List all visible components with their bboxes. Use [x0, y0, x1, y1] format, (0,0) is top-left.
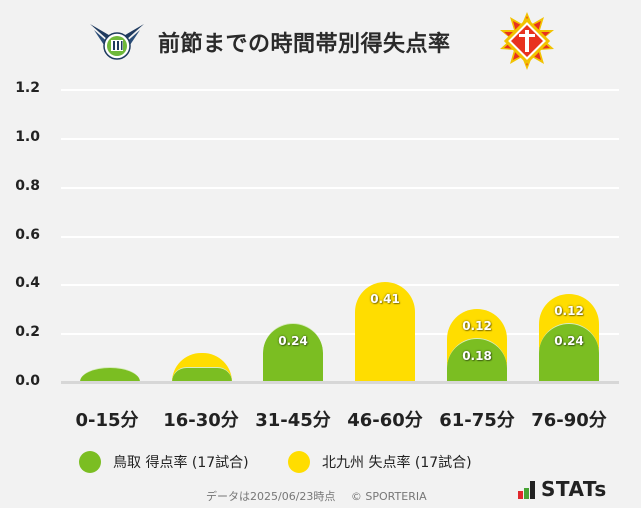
gridline [61, 333, 619, 335]
legend-label: 北九州 失点率 (17試合) [322, 455, 472, 471]
legend-item-tottori-scoring[interactable]: 鳥取 得点率 (17試合) [79, 449, 249, 475]
y-tick-label: 1.2 [15, 80, 40, 96]
chart-header: 前節までの時間帯別得失点率 [0, 12, 641, 70]
stats-brand-text: STATs [541, 477, 607, 501]
gridline [61, 236, 619, 238]
bar-tottori-scoring[interactable]: 0.18 [447, 338, 507, 382]
x-tick-label: 16-30分 [163, 410, 239, 431]
legend-green-dot-icon [79, 451, 101, 473]
legend-label: 鳥取 得点率 (17試合) [113, 455, 249, 471]
footer-note: データは2025/06/23時点 © SPORTERIA [206, 488, 427, 504]
gridline [61, 284, 619, 286]
bar-value-label: 0.12 [462, 318, 492, 333]
away-team-logo-icon [500, 12, 554, 70]
legend-yellow-dot-icon [288, 451, 310, 473]
bar-tottori-scoring[interactable] [172, 367, 232, 382]
y-tick-label: 0.2 [15, 324, 40, 340]
y-tick-label: 1.0 [15, 129, 40, 145]
stats-brand-logo: STATs [518, 477, 607, 499]
y-tick-label: 0.8 [15, 178, 40, 194]
gridline [61, 89, 619, 91]
chart-title: 前節までの時間帯別得失点率 [158, 32, 451, 57]
bar-tottori-scoring[interactable] [80, 367, 140, 382]
y-tick-label: 0.4 [15, 275, 40, 291]
y-tick-label: 0.6 [15, 227, 40, 243]
x-axis-baseline [61, 381, 619, 384]
x-tick-label: 46-60分 [347, 410, 423, 431]
x-tick-label: 76-90分 [531, 410, 607, 431]
chart-legend: 鳥取 得点率 (17試合) 北九州 失点率 (17試合) [0, 449, 641, 475]
bar-value-label: 0.18 [462, 349, 492, 364]
bar-value-label: 0.24 [554, 334, 584, 349]
bar-kitakyushu-conceded[interactable]: 0.41 [355, 281, 415, 382]
bar-value-label: 0.24 [278, 334, 308, 349]
chart-plot-area: 1.2 1.0 0.8 0.6 0.4 0.2 0.0 0.24 0.41 0.12… [15, 80, 619, 389]
legend-item-kitakyushu-conceded[interactable]: 北九州 失点率 (17試合) [288, 449, 472, 475]
stats-bars-icon [518, 481, 536, 499]
bar-tottori-scoring[interactable]: 0.24 [539, 323, 599, 382]
copyright-text: © SPORTERIA [350, 490, 427, 503]
bar-tottori-scoring[interactable]: 0.24 [263, 323, 323, 382]
bar-value-label: 0.12 [554, 304, 584, 319]
gridline [61, 138, 619, 140]
home-team-logo-icon [90, 24, 144, 60]
bar-value-label: 0.41 [370, 291, 400, 306]
data-date-note: データは2025/06/23時点 [206, 490, 336, 503]
x-tick-label: 0-15分 [75, 410, 139, 431]
x-tick-label: 31-45分 [255, 410, 331, 431]
x-tick-label: 61-75分 [439, 410, 515, 431]
y-tick-label: 0.0 [15, 373, 40, 389]
gridline [61, 187, 619, 189]
